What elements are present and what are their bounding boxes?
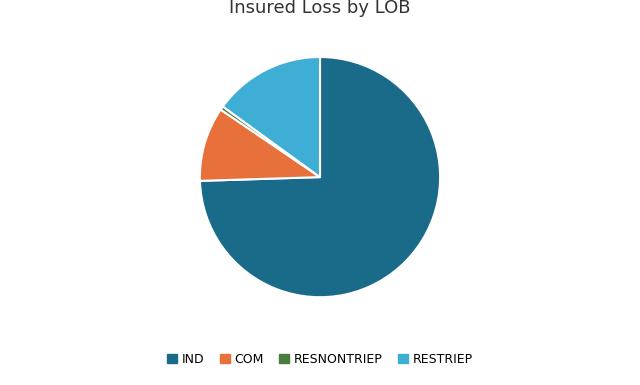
Wedge shape	[200, 110, 320, 181]
Wedge shape	[223, 57, 320, 177]
Title: Insured Loss by LOB: Insured Loss by LOB	[229, 0, 411, 17]
Legend: IND, COM, RESNONTRIEP, RESTRIEP: IND, COM, RESNONTRIEP, RESTRIEP	[162, 348, 478, 371]
Wedge shape	[200, 57, 440, 297]
Wedge shape	[221, 107, 320, 177]
